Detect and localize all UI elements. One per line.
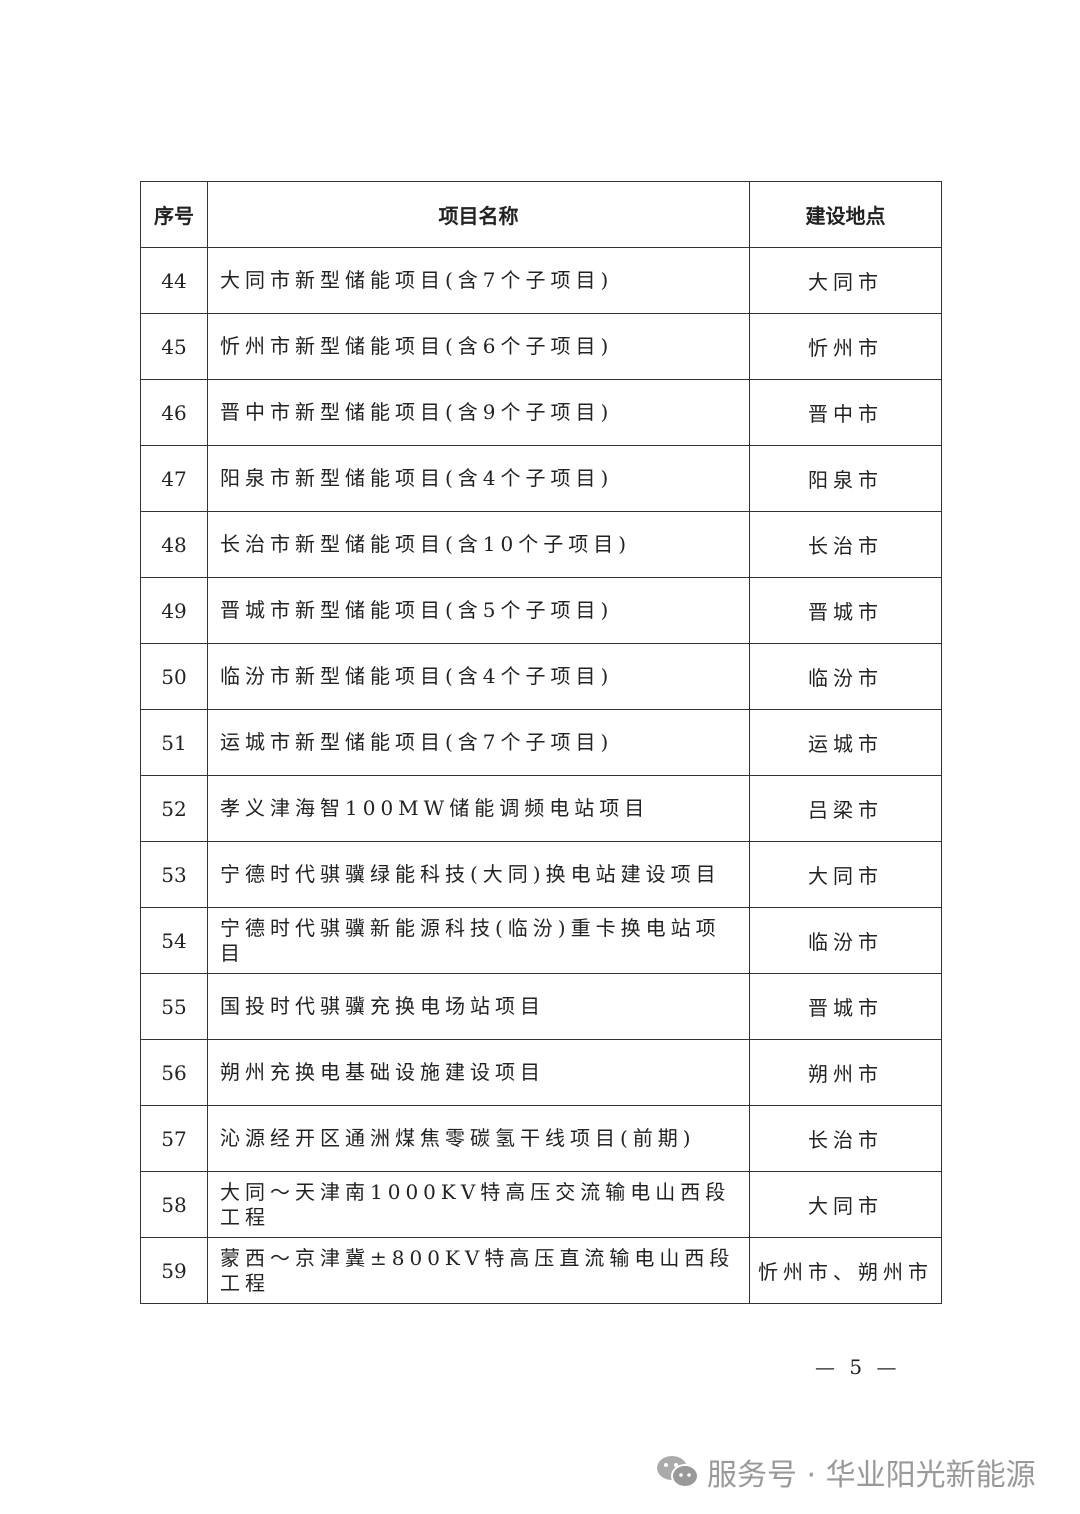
table-row: 52 孝义津海智100MW储能调频电站项目 吕梁市 [140,775,942,842]
table-row: 47 阳泉市新型储能项目(含4个子项目) 阳泉市 [140,445,942,512]
project-name: 宁德时代骐骥绿能科技(大同)换电站建设项目 [207,841,750,908]
watermark-text: 服务号 · 华业阳光新能源 [707,1458,1036,1493]
project-name: 忻州市新型储能项目(含6个子项目) [207,313,750,380]
table-row: 45 忻州市新型储能项目(含6个子项目) 忻州市 [140,313,942,380]
project-name: 孝义津海智100MW储能调频电站项目 [207,775,750,842]
wechat-icon [657,1456,699,1488]
project-name: 沁源经开区通洲煤焦零碳氢干线项目(前期) [207,1105,750,1172]
header-no: 序号 [140,181,208,248]
row-number: 59 [140,1237,208,1304]
project-name: 大同市新型储能项目(含7个子项目) [207,247,750,314]
row-number: 52 [140,775,208,842]
table-row: 49 晋城市新型储能项目(含5个子项目) 晋城市 [140,577,942,644]
location: 大同市 [749,247,942,314]
table-row: 50 临汾市新型储能项目(含4个子项目) 临汾市 [140,643,942,710]
row-number: 53 [140,841,208,908]
table-row: 53 宁德时代骐骥绿能科技(大同)换电站建设项目 大同市 [140,841,942,908]
project-name: 阳泉市新型储能项目(含4个子项目) [207,445,750,512]
row-number: 56 [140,1039,208,1106]
table-header-row: 序号 项目名称 建设地点 [140,181,942,248]
location: 晋中市 [749,379,942,446]
row-number: 58 [140,1171,208,1238]
project-name: 晋中市新型储能项目(含9个子项目) [207,379,750,446]
project-name: 朔州充换电基础设施建设项目 [207,1039,750,1106]
location: 大同市 [749,1171,942,1238]
project-name: 宁德时代骐骥新能源科技(临汾)重卡换电站项目 [207,907,750,974]
project-name: 国投时代骐骥充换电场站项目 [207,973,750,1040]
table-row: 44 大同市新型储能项目(含7个子项目) 大同市 [140,247,942,314]
location: 忻州市、朔州市 [749,1237,942,1304]
project-name: 晋城市新型储能项目(含5个子项目) [207,577,750,644]
page-number: — 5 — [815,1355,901,1379]
location: 临汾市 [749,907,942,974]
row-number: 45 [140,313,208,380]
row-number: 51 [140,709,208,776]
row-number: 44 [140,247,208,314]
row-number: 48 [140,511,208,578]
project-name: 长治市新型储能项目(含10个子项目) [207,511,750,578]
project-name: 蒙西～京津冀±800KV特高压直流输电山西段工程 [207,1237,750,1304]
table-row: 48 长治市新型储能项目(含10个子项目) 长治市 [140,511,942,578]
project-name: 临汾市新型储能项目(含4个子项目) [207,643,750,710]
location: 忻州市 [749,313,942,380]
row-number: 54 [140,907,208,974]
location: 朔州市 [749,1039,942,1106]
location: 大同市 [749,841,942,908]
project-name: 运城市新型储能项目(含7个子项目) [207,709,750,776]
location: 运城市 [749,709,942,776]
header-location: 建设地点 [749,181,942,248]
table-row: 57 沁源经开区通洲煤焦零碳氢干线项目(前期) 长治市 [140,1105,942,1172]
location: 晋城市 [749,577,942,644]
row-number: 57 [140,1105,208,1172]
table-row: 58 大同～天津南1000KV特高压交流输电山西段工程 大同市 [140,1171,942,1238]
table-row: 54 宁德时代骐骥新能源科技(临汾)重卡换电站项目 临汾市 [140,907,942,974]
location: 阳泉市 [749,445,942,512]
table-row: 51 运城市新型储能项目(含7个子项目) 运城市 [140,709,942,776]
table-row: 59 蒙西～京津冀±800KV特高压直流输电山西段工程 忻州市、朔州市 [140,1237,942,1304]
location: 长治市 [749,511,942,578]
project-table: 序号 项目名称 建设地点 44 大同市新型储能项目(含7个子项目) 大同市 45 忻州市… [140,181,942,1304]
row-number: 49 [140,577,208,644]
row-number: 47 [140,445,208,512]
location: 吕梁市 [749,775,942,842]
table-row: 56 朔州充换电基础设施建设项目 朔州市 [140,1039,942,1106]
location: 长治市 [749,1105,942,1172]
location: 临汾市 [749,643,942,710]
row-number: 50 [140,643,208,710]
header-name: 项目名称 [207,181,750,248]
table-row: 46 晋中市新型储能项目(含9个子项目) 晋中市 [140,379,942,446]
row-number: 46 [140,379,208,446]
table-row: 55 国投时代骐骥充换电场站项目 晋城市 [140,973,942,1040]
row-number: 55 [140,973,208,1040]
project-name: 大同～天津南1000KV特高压交流输电山西段工程 [207,1171,750,1238]
watermark: 服务号 · 华业阳光新能源 [655,1450,1036,1494]
location: 晋城市 [749,973,942,1040]
